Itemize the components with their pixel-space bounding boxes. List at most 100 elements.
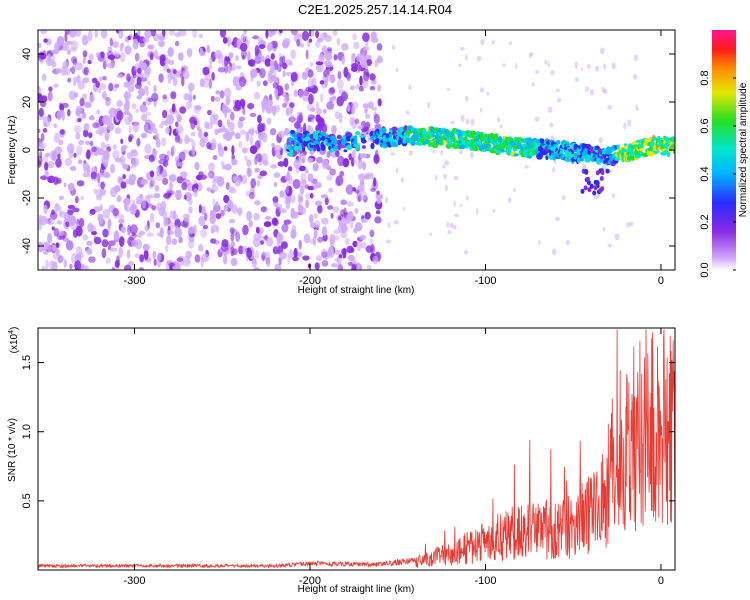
noise-blob — [259, 170, 267, 177]
noise-blob — [249, 136, 254, 146]
noise-blob — [329, 237, 334, 249]
noise-blob — [174, 32, 181, 38]
noise-blob — [365, 58, 372, 66]
noise-blob — [359, 189, 367, 201]
noise-blob — [224, 131, 233, 142]
snr-ylabel: SNR (10 * v/v) — [7, 418, 18, 482]
noise-blob — [129, 203, 138, 212]
noise-blob — [214, 128, 219, 136]
noise-blob — [370, 187, 376, 192]
noise-blob — [305, 49, 309, 60]
noise-blob — [332, 30, 338, 36]
noise-blob — [94, 30, 98, 38]
noise-blob — [167, 192, 172, 197]
noise-blob — [171, 238, 177, 246]
noise-blob — [172, 77, 178, 87]
noise-blob — [223, 253, 228, 265]
noise-blob — [265, 30, 269, 39]
noise-blob — [272, 196, 279, 203]
noise-blob — [200, 228, 207, 238]
ridge-blob — [343, 149, 348, 153]
noise-blob — [364, 108, 368, 114]
snr-ytick-label: 0.5 — [21, 493, 33, 508]
noise-blob — [230, 257, 238, 267]
ridge-blob — [294, 145, 299, 152]
noise-blob — [464, 95, 469, 102]
noise-blob — [260, 206, 267, 213]
noise-blob — [102, 60, 107, 70]
noise-blob — [317, 236, 324, 243]
noise-blob — [279, 251, 287, 260]
noise-blob — [265, 236, 274, 247]
noise-blob — [147, 97, 154, 102]
noise-blob — [163, 217, 169, 228]
noise-blob — [80, 195, 84, 200]
noise-blob — [153, 49, 158, 59]
noise-blob — [96, 109, 101, 115]
noise-blob — [581, 164, 587, 170]
noise-blob — [175, 189, 182, 201]
noise-blob — [139, 193, 144, 199]
noise-blob — [288, 61, 293, 67]
noise-blob — [336, 79, 344, 90]
noise-blob — [360, 241, 367, 249]
noise-blob — [364, 55, 372, 60]
noise-blob — [219, 90, 225, 99]
noise-blob — [344, 237, 350, 245]
noise-blob — [222, 37, 228, 44]
noise-blob — [603, 88, 608, 94]
noise-blob — [199, 78, 205, 88]
noise-blob — [390, 152, 396, 156]
noise-blob — [50, 49, 59, 54]
noise-blob — [128, 179, 136, 186]
noise-blob — [178, 236, 183, 244]
noise-blob — [241, 174, 248, 185]
noise-blob — [179, 106, 187, 114]
noise-blob — [254, 158, 259, 163]
noise-blob — [58, 195, 65, 201]
noise-blob — [143, 249, 149, 261]
noise-blob — [466, 195, 469, 201]
noise-blob — [100, 30, 108, 39]
noise-blob — [350, 85, 355, 91]
noise-blob — [107, 108, 115, 115]
noise-blob — [369, 229, 375, 238]
noise-blob — [353, 41, 360, 50]
noise-blob — [174, 225, 179, 230]
noise-blob — [48, 86, 53, 92]
noise-blob — [38, 155, 43, 166]
noise-blob — [95, 52, 100, 58]
ridge-blob — [380, 127, 387, 134]
noise-blob — [202, 77, 210, 88]
noise-blob — [55, 242, 60, 248]
colorbar-tick-label: 0.0 — [699, 262, 711, 277]
noise-blob — [101, 239, 109, 248]
spectrogram-xtick-label: 0 — [658, 275, 664, 287]
noise-blob — [238, 76, 247, 87]
noise-blob — [440, 150, 444, 156]
noise-blob — [77, 118, 82, 123]
noise-blob — [340, 231, 348, 239]
noise-blob — [554, 216, 560, 221]
noise-blob — [104, 57, 109, 63]
ridge-blob — [389, 133, 393, 138]
noise-blob — [198, 33, 204, 39]
noise-blob — [301, 30, 310, 41]
noise-blob — [198, 215, 206, 227]
spectrogram-xlabel: Height of straight line (km) — [298, 285, 415, 296]
noise-blob — [141, 199, 147, 209]
noise-blob — [330, 212, 334, 219]
noise-blob — [78, 139, 85, 146]
noise-blob — [98, 213, 104, 225]
noise-blob — [44, 161, 49, 171]
noise-blob — [561, 195, 566, 201]
noise-blob — [348, 261, 353, 266]
noise-blob — [39, 215, 48, 226]
noise-blob — [364, 211, 371, 220]
noise-blob — [76, 246, 83, 256]
noise-blob — [293, 159, 301, 169]
noise-blob — [470, 151, 474, 159]
noise-blob — [188, 87, 193, 98]
noise-blob — [360, 180, 365, 191]
noise-blob — [465, 54, 468, 61]
